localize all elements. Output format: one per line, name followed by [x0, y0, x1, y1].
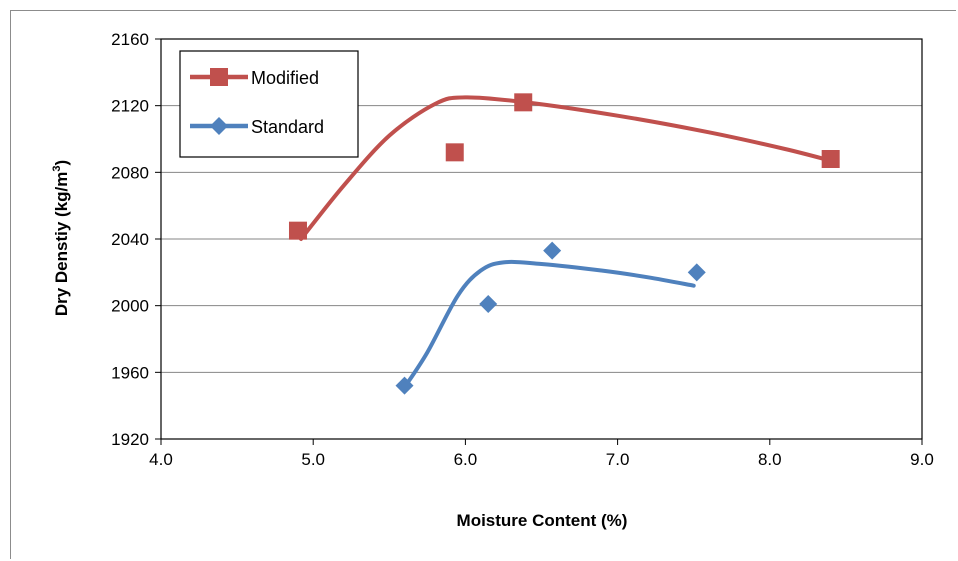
y-tick-label: 2040	[111, 230, 149, 249]
plot-area	[160, 38, 923, 440]
y-tick-label: 2120	[111, 97, 149, 116]
legend-standard-marker	[210, 117, 228, 135]
trend-curves	[299, 95, 833, 390]
y-tick-label: 2000	[111, 297, 149, 316]
modified-trend-line	[299, 95, 833, 241]
standard-data-point	[395, 376, 414, 395]
standard-data-point	[479, 295, 498, 313]
modified-data-point	[445, 143, 464, 162]
x-axis-title: Moisture Content (%)	[457, 511, 628, 530]
y-tick-label: 1920	[111, 430, 149, 449]
y-axis-title-main: Dry Denstiy (kg/m	[52, 172, 71, 317]
legend-standard-label: Standard	[251, 117, 324, 137]
modified-data-point	[821, 150, 840, 168]
y-axis-title: Dry Denstiy (kg/m3)	[51, 160, 71, 316]
x-tick-label: 5.0	[301, 450, 325, 469]
legend-box	[179, 50, 359, 158]
legend-modified-marker	[210, 68, 228, 86]
standard-data-point	[687, 263, 706, 282]
data-markers	[288, 93, 840, 395]
legend-modified-label: Modified	[251, 68, 319, 88]
standard-trend-line	[402, 259, 696, 390]
legend: Modified Standard	[179, 50, 359, 158]
x-tick-label: 8.0	[758, 450, 782, 469]
x-tick-labels: 4.0 5.0 6.0 7.0 8.0 9.0	[149, 450, 934, 469]
y-axis-title-close: )	[52, 160, 71, 166]
modified-data-point	[514, 93, 533, 112]
x-tick-label: 9.0	[910, 450, 934, 469]
y-tick-label: 1960	[111, 363, 149, 382]
x-tick-label: 6.0	[454, 450, 478, 469]
y-axis-title-sup: 3	[51, 166, 63, 172]
modified-data-point	[288, 221, 307, 240]
x-tick-label: 7.0	[606, 450, 630, 469]
standard-data-point	[543, 241, 562, 260]
y-tick-label: 2160	[111, 30, 149, 49]
x-tick-label: 4.0	[149, 450, 173, 469]
chart-frame	[10, 10, 956, 559]
y-tick-labels: 1920 1960 2000 2040 2080 2120 2160	[111, 30, 149, 449]
y-tick-label: 2080	[111, 163, 149, 182]
